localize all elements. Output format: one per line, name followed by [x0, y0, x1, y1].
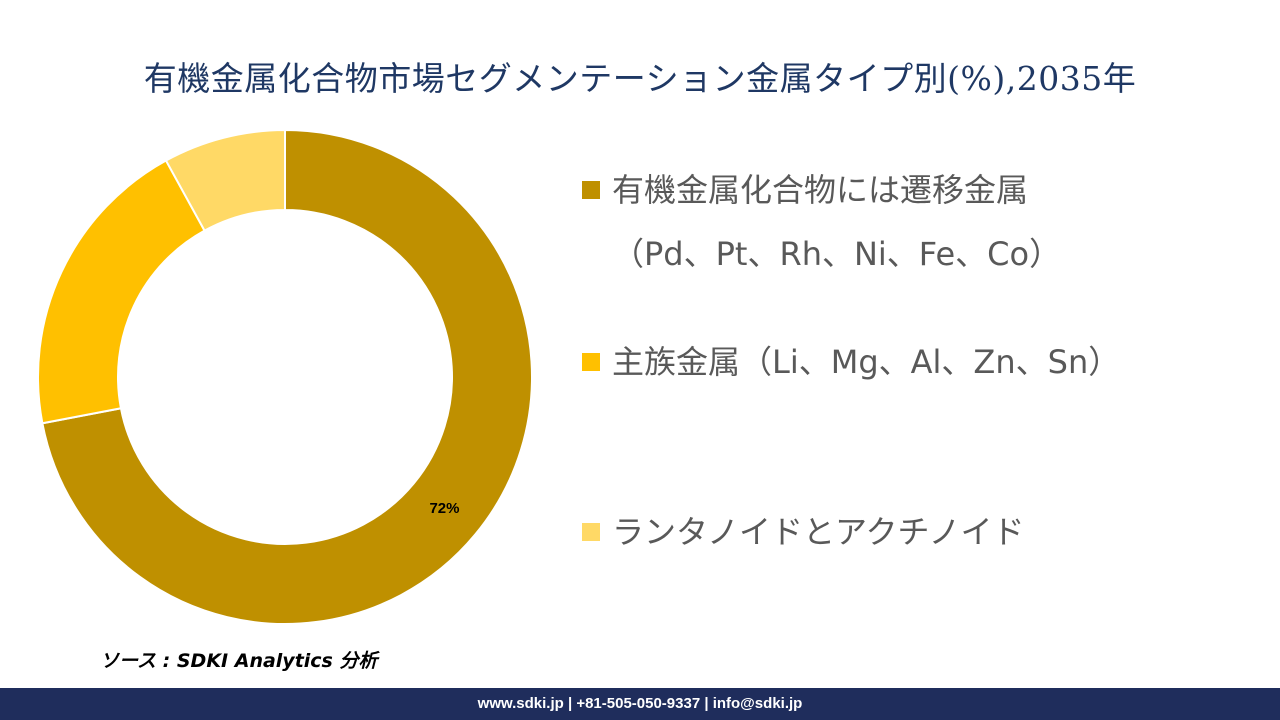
- donut-slice-2: [37, 159, 206, 425]
- legend-label-3: ランタノイドとアクチノイド: [612, 513, 1025, 551]
- legend-label-1: 有機金属化合物には遷移金属 （Pd、Pt、Rh、Ni、Fe、Co）: [612, 171, 1062, 273]
- donut-slice-3: [164, 128, 286, 233]
- source-note: ソース : SDKI Analytics 分析: [100, 650, 378, 672]
- legend-label-2: 主族金属（Li、Mg、Al、Zn、Sn）: [612, 343, 1121, 381]
- data-label-1: 72%: [429, 500, 459, 517]
- legend-swatch-2: [582, 353, 600, 371]
- legend-swatch-3: [582, 523, 600, 541]
- legend-swatch-1: [582, 181, 600, 199]
- chart-title: 有機金属化合物市場セグメンテーション金属タイプ別(%),2035年: [143, 59, 1137, 98]
- footer-bar: www.sdki.jp | +81-505-050-9337 | info@sd…: [0, 688, 1280, 720]
- donut-slice-1: [41, 128, 533, 625]
